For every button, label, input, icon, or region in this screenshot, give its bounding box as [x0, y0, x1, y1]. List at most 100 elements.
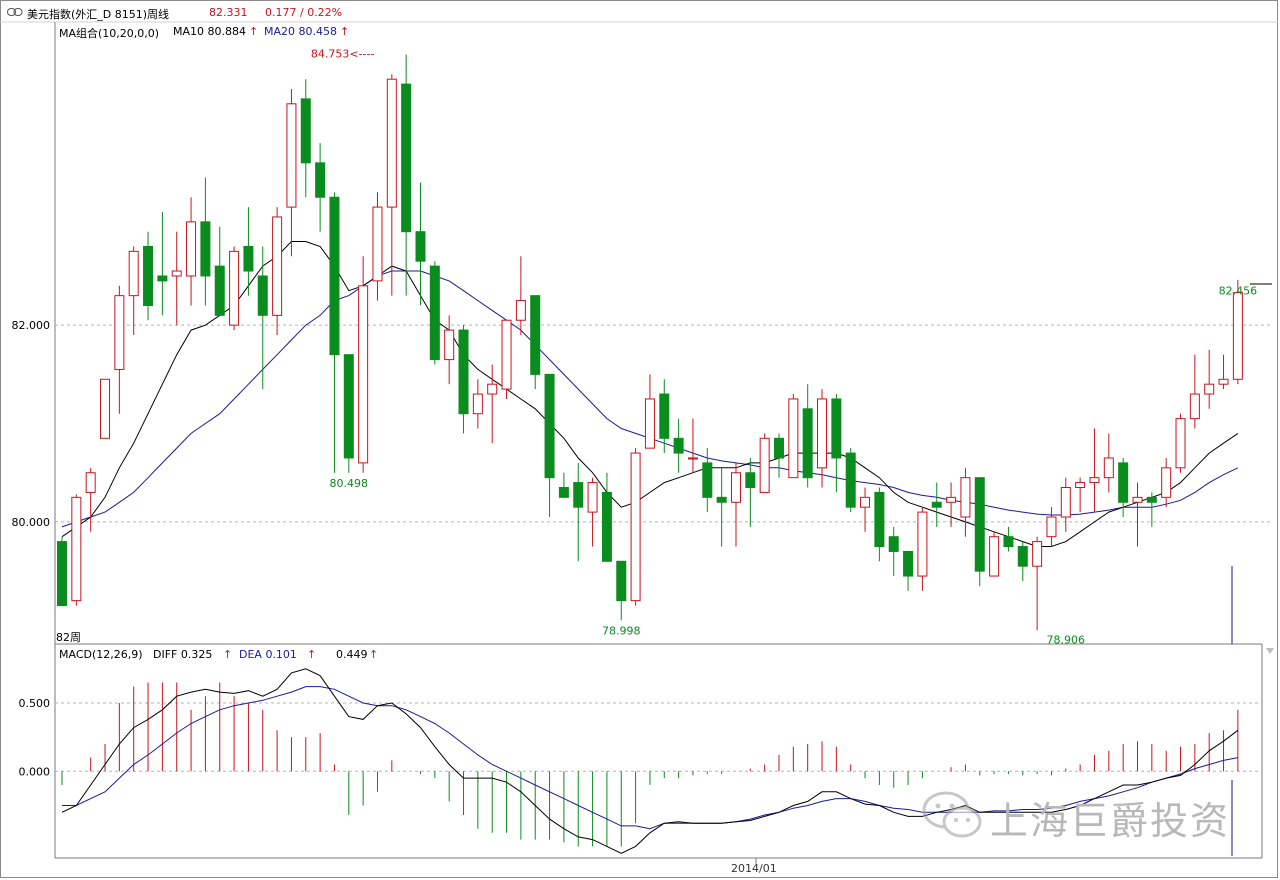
- candle-body: [401, 83, 412, 233]
- last-price: 82.331: [209, 6, 248, 19]
- ma20-legend: MA20 80.458: [264, 25, 337, 38]
- candle-body: [759, 437, 770, 493]
- candle-body: [1118, 462, 1129, 503]
- candle-body: [315, 162, 326, 198]
- candle-body: [544, 373, 555, 479]
- candle-body: [558, 487, 569, 498]
- candle-body: [960, 477, 971, 518]
- candle-body: [888, 536, 899, 552]
- candle-body: [458, 329, 469, 415]
- candle-body: [1089, 477, 1100, 484]
- candle-body: [329, 196, 340, 356]
- candle-body: [974, 477, 985, 572]
- candle-body: [774, 437, 784, 459]
- candle-body: [186, 221, 197, 277]
- macd-tick-label: 0.500: [19, 697, 51, 710]
- candle-body: [1161, 467, 1172, 498]
- ma20-arrow-icon: ↑: [340, 25, 350, 38]
- candle-body: [1132, 496, 1143, 503]
- candle-body: [1075, 482, 1086, 489]
- candle-body: [745, 472, 756, 489]
- low-annotation: 80.498: [330, 477, 369, 490]
- candle-body: [114, 295, 125, 370]
- scroll-up-icon[interactable]: [1266, 648, 1274, 654]
- dea-line: [62, 686, 1238, 830]
- candle-body: [903, 550, 914, 577]
- candle-body: [1218, 378, 1229, 385]
- candle-body: [214, 265, 225, 316]
- candle-body: [286, 103, 297, 208]
- candle-body: [1046, 516, 1057, 538]
- candle-body: [989, 536, 1000, 577]
- candle-body: [687, 457, 698, 460]
- candle-body: [100, 378, 111, 439]
- low-annotation: 82.456: [1219, 284, 1258, 297]
- date-label: 2014/01: [731, 862, 777, 875]
- candle-body: [860, 496, 871, 508]
- candle-body: [917, 511, 928, 577]
- candle-body: [946, 496, 957, 503]
- candle-body: [71, 496, 82, 602]
- candle-body: [573, 482, 584, 508]
- high-annotation: 84.753<----: [311, 47, 375, 60]
- candle-body: [530, 295, 541, 375]
- candle-body: [630, 452, 641, 602]
- candle-body: [730, 472, 741, 503]
- macd-diff-legend: DIFF 0.325: [153, 648, 213, 661]
- candle-body: [229, 250, 240, 326]
- macd-value-legend: 0.449: [336, 648, 368, 661]
- candle-body: [802, 408, 813, 479]
- ma10-legend: MA10 80.884: [173, 25, 246, 38]
- candle-body: [1175, 418, 1186, 469]
- candle-body: [845, 452, 856, 508]
- candle-body: [874, 491, 885, 548]
- macd-arrow-icon: ↑: [369, 648, 379, 661]
- candle-body: [171, 270, 182, 277]
- candle-body: [931, 501, 942, 508]
- candle-body: [386, 78, 397, 208]
- price-change: 0.177 / 0.22%: [265, 6, 343, 19]
- candle-body: [429, 265, 440, 361]
- candle-body: [85, 472, 96, 493]
- period-label: 82周: [56, 631, 81, 644]
- wechat-logo-icon: [922, 791, 982, 838]
- candle-body: [143, 245, 154, 306]
- candle-body: [300, 98, 311, 164]
- candle-body: [1204, 383, 1215, 395]
- candle-body: [57, 541, 67, 607]
- chart-title: 美元指数(外汇_D 8151)周线: [27, 8, 170, 21]
- diff-arrow-icon: ↑: [223, 648, 233, 661]
- watermark-text: 上海巨爵投资: [990, 799, 1231, 843]
- candle-body: [444, 329, 455, 361]
- candle-body: [716, 496, 727, 503]
- ma10-arrow-icon: ↑: [249, 25, 259, 38]
- candle-body: [472, 393, 483, 415]
- low-annotation: 78.998: [602, 625, 641, 638]
- dea-arrow-icon: ↑: [307, 648, 317, 661]
- candle-body: [515, 300, 526, 321]
- candle-body: [644, 398, 655, 449]
- ma-legend-name: MA组合(10,20,0,0): [59, 27, 160, 40]
- macd-tick-label: 0.000: [19, 765, 51, 778]
- candle-body: [257, 275, 268, 316]
- candle-body: [200, 221, 211, 277]
- candle-body: [1060, 487, 1071, 518]
- candle-body: [415, 231, 426, 262]
- candle-body: [128, 250, 139, 297]
- price-tick-label: 82.000: [12, 319, 51, 332]
- candle-body: [601, 491, 612, 562]
- candle-body: [1032, 541, 1043, 567]
- candle-body: [487, 383, 498, 395]
- candle-body: [673, 437, 684, 454]
- candle-body: [1189, 393, 1200, 420]
- candle-body: [157, 275, 168, 282]
- candle-body: [343, 354, 354, 459]
- candle-body: [1232, 292, 1243, 380]
- candle-body: [702, 462, 713, 498]
- link-icon[interactable]: [7, 8, 23, 16]
- candle-body: [372, 206, 383, 282]
- low-annotation: 78.906: [1047, 634, 1086, 647]
- candle-body: [817, 398, 828, 469]
